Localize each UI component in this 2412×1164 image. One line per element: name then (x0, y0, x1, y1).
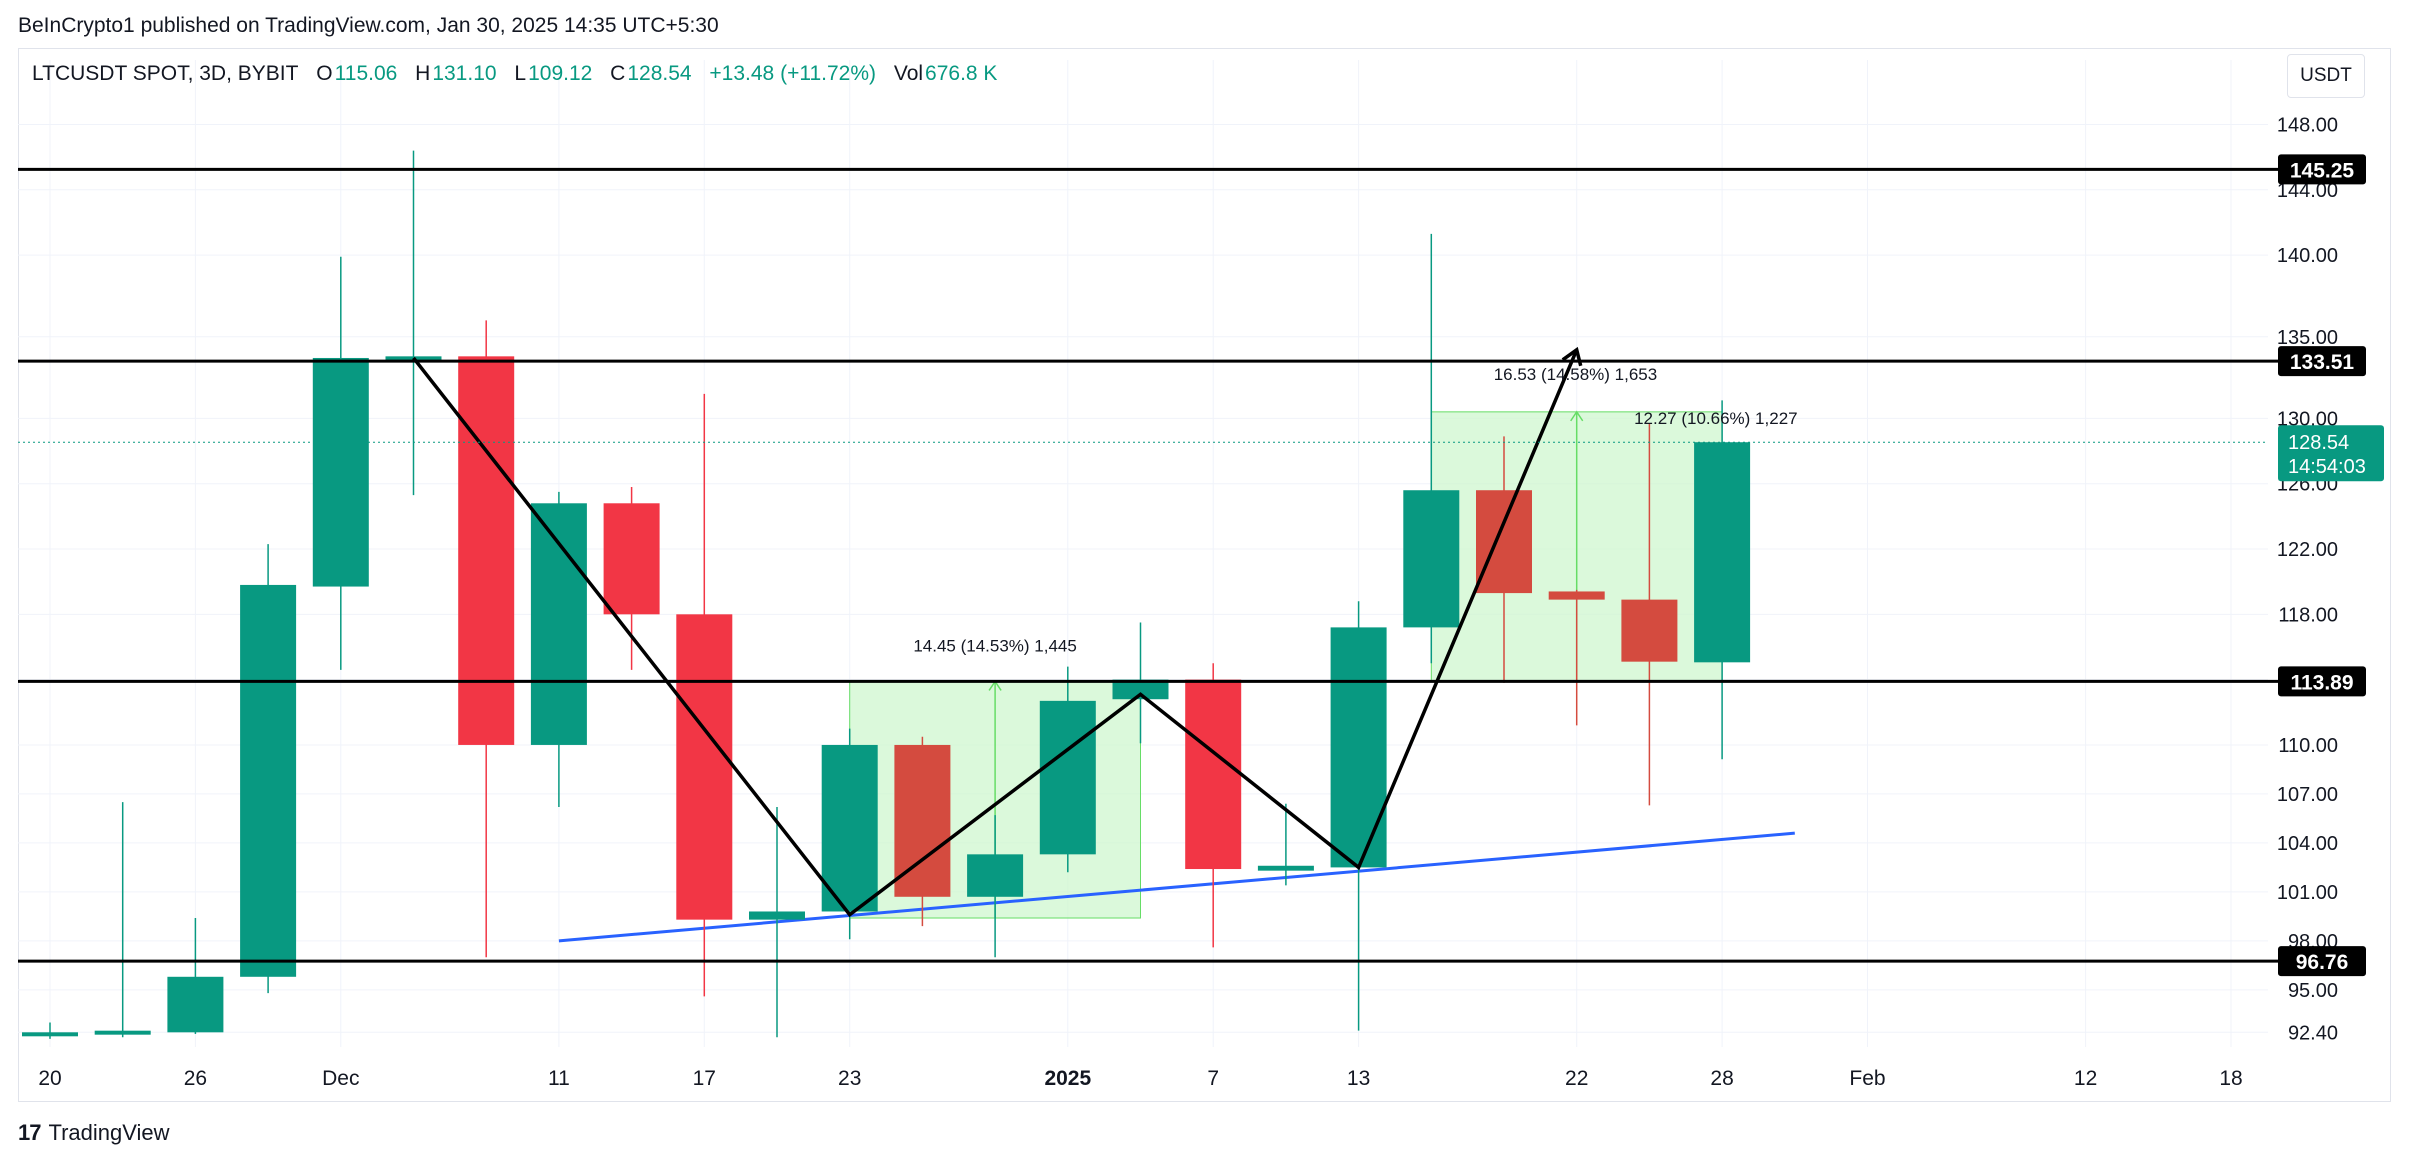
x-axis-tick-label: Dec (322, 1067, 359, 1090)
y-axis-tick-label: 135.00 (2277, 327, 2338, 349)
measure-label: 12.27 (10.66%) 1,227 (1634, 409, 1798, 428)
x-axis-tick-label: 17 (693, 1067, 716, 1090)
x-axis-tick-label: 28 (1710, 1067, 1733, 1090)
level-price-tag-label: 113.89 (2290, 671, 2353, 694)
x-axis-tick-label: 18 (2219, 1067, 2242, 1090)
candle-body-up (821, 744, 878, 912)
support-trendline (558, 831, 1795, 943)
candle-body-up (1257, 865, 1314, 871)
x-axis-tick-label: Feb (1849, 1067, 1885, 1090)
zigzag-pattern-line (412, 349, 1579, 918)
published-line: BeInCrypto1 published on TradingView.com… (18, 14, 719, 37)
close-value: 128.54 (627, 62, 692, 85)
volume-label: Vol (893, 62, 924, 85)
candle-body-down (894, 744, 951, 897)
candle-body-up (94, 1030, 151, 1035)
candle-body-up (749, 911, 805, 920)
y-axis-tick-label: 144.00 (2277, 180, 2338, 202)
y-axis-tick-label: 110.00 (2278, 735, 2338, 757)
level-price-tag-label: 96.76 (2296, 951, 2349, 974)
y-axis-tick-label: 104.00 (2277, 833, 2338, 855)
tradingview-brand[interactable]: TradingView (48, 1120, 170, 1145)
measure-label: 14.45 (14.53%) 1,445 (913, 636, 1077, 655)
level-price-tag (2278, 154, 2366, 185)
level-price-tag (2278, 946, 2366, 977)
candle-body-down (1185, 679, 1242, 870)
x-axis-tick-label: 20 (38, 1067, 61, 1090)
ohlc-legend: LTCUSDT SPOT, 3D, BYBIT O115.06 H131.10 … (32, 62, 1009, 86)
candle-body-up (1403, 490, 1460, 628)
measure-arrow-head (1570, 410, 1584, 422)
chart-panel[interactable] (18, 48, 2391, 1102)
level-price-tag-label: 145.25 (2290, 159, 2355, 182)
close-label: C (610, 62, 626, 85)
candle-body-down (676, 614, 733, 920)
y-axis-tick-label: 140.00 (2277, 245, 2338, 267)
x-axis-tick-label: 11 (548, 1067, 570, 1090)
candle-body-up (967, 854, 1024, 897)
y-axis-tick-label: 130.00 (2277, 408, 2338, 430)
x-axis-tick-label: 12 (2074, 1067, 2097, 1090)
projection-label: 16.53 (14.58%) 1,653 (1494, 365, 1658, 384)
high-label: H (415, 62, 431, 85)
candle-body-down (458, 356, 515, 745)
candle-body-up (22, 1032, 78, 1037)
change-value: +13.48 (+11.72%) (709, 62, 876, 85)
candle-body-down (1621, 599, 1678, 662)
y-axis-tick-label: 148.00 (2277, 114, 2338, 136)
x-axis-tick-label: 13 (1347, 1067, 1370, 1090)
y-axis-tick-label: 95.00 (2288, 980, 2338, 1002)
last-price-tag (2278, 425, 2384, 482)
x-axis-tick-label: 7 (1207, 1067, 1219, 1090)
y-axis-tick-label: 101.00 (2277, 882, 2338, 904)
y-axis-tick-label: 118.00 (2278, 604, 2338, 626)
footer: 17 TradingView (18, 1120, 170, 1146)
high-value: 131.10 (432, 62, 497, 85)
level-price-tag (2278, 346, 2366, 377)
countdown-label: 14:54:03 (2288, 456, 2366, 478)
level-price-tag (2278, 666, 2366, 697)
low-value: 109.12 (528, 62, 593, 85)
open-value: 115.06 (334, 62, 398, 85)
candle-body-up (312, 357, 369, 587)
x-axis-tick-label: 22 (1565, 1067, 1588, 1090)
x-axis-tick-label: 26 (184, 1067, 207, 1090)
candle-body-up (240, 584, 297, 977)
tradingview-logo-icon[interactable]: 17 (18, 1120, 42, 1145)
x-axis-tick-label: 2025 (1044, 1067, 1091, 1090)
candle-body-down (1548, 591, 1605, 600)
volume-value: 676.8 K (925, 62, 998, 85)
candle-body-up (1039, 700, 1096, 855)
low-label: L (514, 62, 527, 85)
level-price-tag-label: 133.51 (2290, 351, 2355, 374)
candle-body-down (1476, 490, 1532, 594)
y-axis-tick-label: 107.00 (2277, 784, 2338, 806)
candle-body-up (1330, 627, 1387, 868)
x-axis-tick-label: 23 (838, 1067, 861, 1090)
candle-body-down (603, 503, 660, 615)
symbol-label[interactable]: LTCUSDT SPOT, 3D, BYBIT (32, 62, 299, 85)
last-price-tag-label: 128.54 (2288, 432, 2349, 454)
candle-body-up (1112, 679, 1169, 700)
candle-body-up (167, 976, 224, 1033)
candle-body-up (1694, 442, 1751, 663)
y-axis-tick-label: 122.00 (2277, 539, 2338, 561)
candle-body-up (530, 503, 587, 745)
open-label: O (316, 62, 333, 85)
currency-button[interactable]: USDT (2287, 54, 2365, 98)
y-axis-tick-label: 92.40 (2288, 1022, 2338, 1044)
